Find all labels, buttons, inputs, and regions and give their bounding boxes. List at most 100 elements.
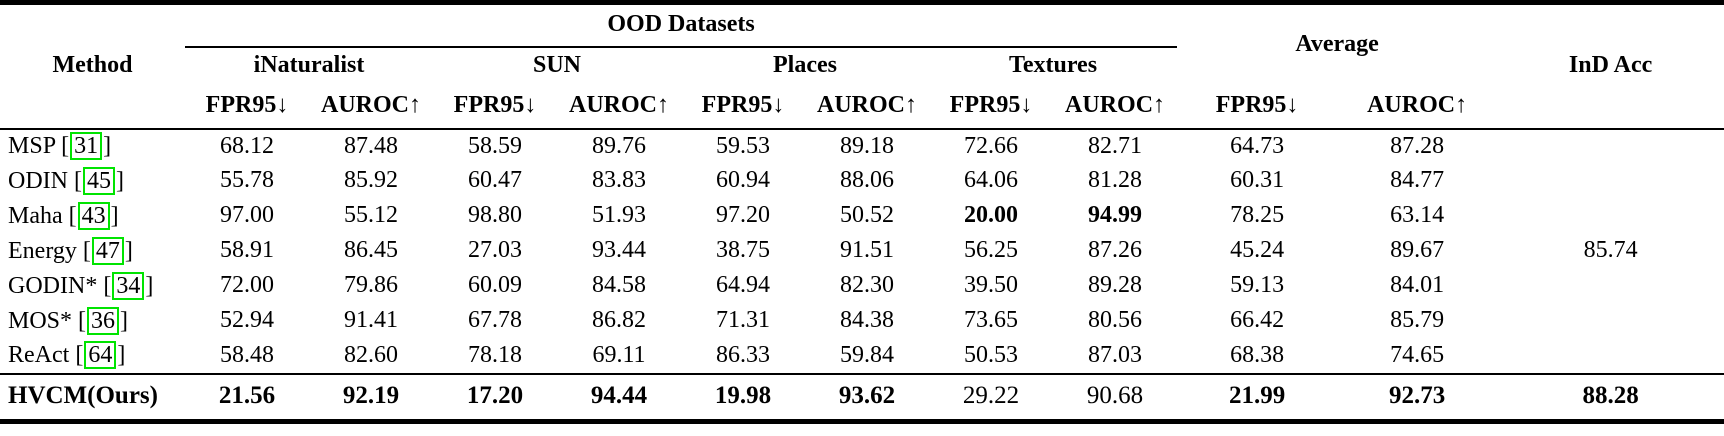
method-cell: Maha [43] xyxy=(8,201,119,230)
value-cell: 55.12 xyxy=(344,202,398,229)
value-cell: 69.11 xyxy=(592,341,646,368)
value-cell: 94.99 xyxy=(1088,202,1143,229)
value-cell: 17.20 xyxy=(433,372,557,422)
value-cell: 63.14 xyxy=(1390,202,1445,229)
table-body: MSP [31] 68.12 87.48 58.59 89.76 59.53 89.18 72… xyxy=(0,129,1724,422)
value-cell: 64.94 xyxy=(716,272,770,299)
value-cell: 87.03 xyxy=(1088,341,1143,368)
value-cell: 52.94 xyxy=(220,307,274,334)
method-name: HVCM(Ours) xyxy=(8,382,158,410)
value-cell: 91.51 xyxy=(840,237,894,264)
citation-link[interactable]: 45 xyxy=(83,166,115,195)
value-cell: 59.84 xyxy=(840,341,894,368)
value-cell: 86.82 xyxy=(592,307,646,334)
value-cell: 21.56 xyxy=(185,372,309,422)
header-row-datasets: iNaturalist SUN Places Textures xyxy=(0,47,1724,85)
col-header-fpr95: FPR95↓ xyxy=(433,84,557,130)
value-cell: 66.42 xyxy=(1230,307,1285,334)
ind-acc-shared-cell: 85.74 xyxy=(1583,237,1638,264)
col-header-sun: SUN xyxy=(532,52,581,79)
value-cell: 94.44 xyxy=(557,372,681,422)
method-cell: Energy [47] xyxy=(8,236,133,265)
col-header-auroc: AUROC↑ xyxy=(557,84,681,130)
col-header-fpr95: FPR95↓ xyxy=(929,84,1053,130)
method-name: GODIN* xyxy=(8,272,98,299)
table-row: ODIN [45] 55.78 85.92 60.47 83.83 60.94 88.06 6… xyxy=(0,164,1724,199)
col-header-ind-acc: InD Acc xyxy=(1497,2,1724,130)
value-cell: 27.03 xyxy=(468,237,522,264)
value-cell: 45.24 xyxy=(1230,237,1285,264)
value-cell: 64.73 xyxy=(1230,132,1285,159)
value-cell: 89.18 xyxy=(840,132,894,159)
method-cell: HVCM(Ours) xyxy=(0,372,185,422)
value-cell: 80.56 xyxy=(1088,307,1143,334)
value-cell: 78.25 xyxy=(1230,202,1285,229)
value-cell: 97.00 xyxy=(220,202,274,229)
value-cell: 84.01 xyxy=(1390,272,1445,299)
method-cell: GODIN* [34] xyxy=(8,271,154,300)
method-name: MOS* xyxy=(8,307,73,334)
value-cell: 64.06 xyxy=(964,167,1018,194)
method-name: Energy xyxy=(8,237,77,264)
value-cell: 74.65 xyxy=(1390,341,1445,368)
col-header-fpr95: FPR95↓ xyxy=(185,84,309,130)
value-cell: 72.00 xyxy=(220,272,274,299)
value-cell: 78.18 xyxy=(468,341,522,368)
citation-link[interactable]: 47 xyxy=(91,236,124,265)
table-row: ReAct [64] 58.48 82.60 78.18 69.11 86.33 59.84… xyxy=(0,339,1724,374)
value-cell: 91.41 xyxy=(344,307,398,334)
value-cell: 38.75 xyxy=(716,237,770,264)
value-cell: 92.19 xyxy=(309,372,433,422)
col-group-average: Average xyxy=(1295,30,1379,57)
col-group-ood-datasets: OOD Datasets xyxy=(185,2,1178,48)
value-cell: 55.78 xyxy=(220,167,274,194)
ood-results-table: Method OOD Datasets Average InD Acc iNat… xyxy=(0,0,1724,424)
value-cell: 60.47 xyxy=(468,167,522,194)
citation-link[interactable]: 31 xyxy=(70,132,103,161)
value-cell: 93.44 xyxy=(592,237,646,264)
value-cell: 81.28 xyxy=(1088,167,1143,194)
table-row: MOS* [36] 52.94 91.41 67.78 86.82 71.31 84.38 7… xyxy=(0,304,1724,339)
col-header-method: Method xyxy=(0,2,185,130)
col-header-places: Places xyxy=(773,52,837,79)
value-cell: 56.25 xyxy=(964,237,1018,264)
value-cell: 97.20 xyxy=(716,202,770,229)
citation-link[interactable]: 64 xyxy=(84,341,117,370)
value-cell: 87.26 xyxy=(1088,237,1143,264)
value-cell: 58.91 xyxy=(220,237,274,264)
method-cell: MOS* [36] xyxy=(8,306,129,335)
ours-row: HVCM(Ours) 21.56 92.19 17.20 94.44 19.98 93.62… xyxy=(0,372,1724,422)
value-cell: 89.76 xyxy=(592,132,646,159)
value-cell: 29.22 xyxy=(929,372,1053,422)
value-cell: 82.71 xyxy=(1088,132,1143,159)
value-cell: 84.77 xyxy=(1390,167,1445,194)
ind-acc-ours-cell: 88.28 xyxy=(1497,372,1724,422)
value-cell: 73.65 xyxy=(964,307,1018,334)
value-cell: 89.28 xyxy=(1088,272,1143,299)
citation-link[interactable]: 34 xyxy=(112,271,145,300)
method-name: Maha xyxy=(8,202,63,229)
value-cell: 71.31 xyxy=(716,307,770,334)
col-header-auroc: AUROC↑ xyxy=(1053,84,1178,130)
method-cell: MSP [31] xyxy=(8,132,112,161)
header-row-metrics: FPR95↓ AUROC↑ FPR95↓ AUROC↑ FPR95↓ AUROC… xyxy=(0,84,1724,130)
value-cell: 79.86 xyxy=(344,272,398,299)
value-cell: 19.98 xyxy=(681,372,805,422)
citation-link[interactable]: 43 xyxy=(77,201,110,230)
value-cell: 68.12 xyxy=(220,132,274,159)
value-cell: 83.83 xyxy=(592,167,646,194)
value-cell: 84.58 xyxy=(592,272,646,299)
value-cell: 88.06 xyxy=(840,167,894,194)
value-cell: 60.09 xyxy=(468,272,522,299)
table-row: Maha [43] 97.00 55.12 98.80 51.93 97.20 50.52 2… xyxy=(0,199,1724,234)
value-cell: 67.78 xyxy=(468,307,522,334)
value-cell: 20.00 xyxy=(964,202,1018,229)
value-cell: 87.28 xyxy=(1390,132,1445,159)
value-cell: 68.38 xyxy=(1230,341,1285,368)
citation-link[interactable]: 36 xyxy=(87,306,120,335)
table-row: GODIN* [34] 72.00 79.86 60.09 84.58 64.94 82.3… xyxy=(0,269,1724,304)
value-cell: 86.33 xyxy=(716,341,770,368)
value-cell: 86.45 xyxy=(344,237,398,264)
col-header-inaturalist: iNaturalist xyxy=(253,52,365,79)
